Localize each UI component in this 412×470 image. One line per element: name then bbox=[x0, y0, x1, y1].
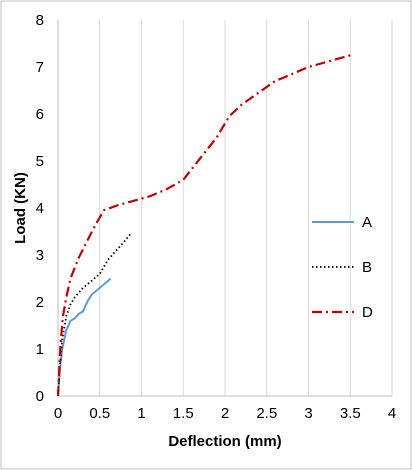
x-tick-label: 1 bbox=[137, 405, 145, 422]
gridlines bbox=[99, 20, 393, 396]
legend: A B D bbox=[312, 214, 373, 321]
x-tick-label: 0.5 bbox=[89, 405, 110, 422]
x-tick-label: 2.5 bbox=[256, 405, 277, 422]
y-tick-label: 7 bbox=[36, 59, 44, 76]
x-tick-label: 2 bbox=[221, 405, 229, 422]
series-line-b bbox=[57, 233, 132, 397]
y-tick-label: 3 bbox=[36, 247, 44, 264]
x-tick-label: 3 bbox=[304, 405, 312, 422]
legend-label-a: A bbox=[362, 214, 372, 231]
tick-labels: 0 0.5 1 1.5 2 2.5 3 3.5 4 0 1 2 3 4 5 6 7 8 bbox=[36, 12, 397, 422]
y-tick-label: 6 bbox=[36, 106, 44, 123]
axes bbox=[57, 20, 392, 397]
y-tick-label: 4 bbox=[36, 200, 44, 217]
x-tick-label: 3.5 bbox=[340, 405, 361, 422]
y-tick-label: 0 bbox=[36, 388, 44, 405]
series-line-d bbox=[56, 54, 351, 397]
y-tick-label: 1 bbox=[36, 341, 44, 358]
y-tick-label: 8 bbox=[36, 12, 44, 29]
x-tick-label: 4 bbox=[388, 405, 396, 422]
series-line-a bbox=[57, 277, 112, 397]
x-axis-title: Deflection (mm) bbox=[168, 433, 281, 450]
x-tick-label: 1.5 bbox=[173, 405, 194, 422]
x-tick-label: 0 bbox=[54, 405, 62, 422]
series-lines bbox=[56, 54, 351, 397]
y-axis-title: Load (KN) bbox=[12, 172, 29, 244]
legend-label-d: D bbox=[362, 304, 373, 321]
y-tick-label: 2 bbox=[36, 294, 44, 311]
y-tick-label: 5 bbox=[36, 153, 44, 170]
legend-label-b: B bbox=[362, 259, 372, 276]
